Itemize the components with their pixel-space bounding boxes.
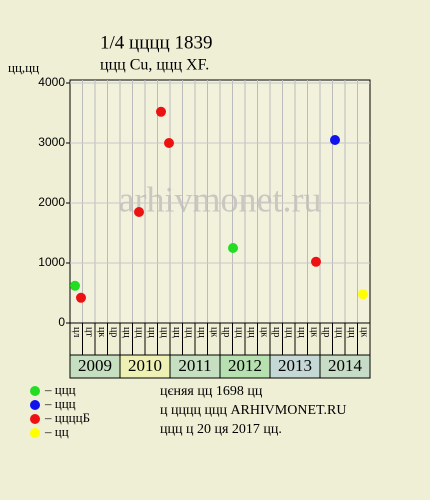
legend-swatch (30, 414, 40, 424)
year-label: 2011 (178, 356, 211, 375)
data-point (134, 207, 144, 217)
quarter-label: цц (133, 327, 144, 338)
quarter-label: цр (321, 327, 332, 337)
quarter-label: цц (233, 327, 244, 338)
year-cell (319, 354, 371, 379)
quarter-label: цл (71, 327, 82, 337)
quarter-label: цц (121, 327, 132, 338)
quarter-label: цц (296, 327, 307, 338)
chart-title: 1/4 цццц 1839 (100, 32, 212, 53)
legend-label: – ццццБ (44, 410, 90, 425)
note: ццц ц 20 ця 2017 цц. (160, 422, 282, 437)
data-point (70, 280, 80, 291)
legend-label: – цц (44, 424, 69, 439)
year-label: 2012 (228, 356, 262, 375)
quarter-label: цк (258, 327, 269, 337)
year-label: 2010 (128, 356, 162, 375)
y-tick-label: 3000 (38, 135, 65, 149)
quarter-label: цц (196, 327, 207, 338)
y-tick-label: 1000 (38, 255, 65, 269)
data-point (76, 292, 86, 303)
quarter-label: цц (158, 327, 169, 338)
quarter-label: цк (208, 327, 219, 337)
year-label: 2013 (278, 356, 312, 375)
chart-subtitle: ццц Cu, ццц XF. (100, 57, 209, 74)
data-point (156, 106, 166, 117)
year-label: 2009 (78, 356, 112, 375)
data-point (228, 243, 238, 253)
data-point (330, 135, 340, 145)
quarter-label: цц (333, 327, 344, 338)
legend-label: – ццц (44, 382, 76, 397)
year-label: 2014 (328, 356, 363, 375)
quarter-label: цц (183, 327, 194, 338)
legend-label: – ццц (44, 396, 76, 411)
quarter-label: цц (346, 327, 357, 338)
note: ц цццц ццц ARHIVMONET.RU (160, 403, 346, 418)
quarter-label: цр (221, 327, 232, 337)
quarter-label: цц (283, 327, 294, 338)
quarter-label: цц (171, 327, 182, 338)
quarter-label: цр (108, 327, 119, 337)
note: цєняя цц 1698 цц (160, 384, 263, 399)
quarter-label: цц (246, 327, 257, 338)
quarter-label: цт (83, 327, 94, 337)
y-tick-label: 2000 (38, 195, 65, 209)
legend-swatch (30, 400, 40, 410)
y-tick-label: 4000 (38, 75, 65, 89)
y-label: цц,цц (8, 60, 39, 75)
data-point (164, 138, 174, 148)
quarter-label: цк (308, 327, 319, 337)
legend-swatch (30, 428, 40, 438)
data-point (311, 256, 321, 267)
quarter-label: цц (146, 327, 157, 338)
y-tick-label: 0 (58, 315, 65, 329)
legend-swatch (30, 386, 40, 396)
quarter-label: цр (271, 327, 282, 337)
quarter-label: цк (96, 327, 107, 337)
data-point (358, 289, 368, 300)
quarter-label: цк (358, 327, 369, 337)
